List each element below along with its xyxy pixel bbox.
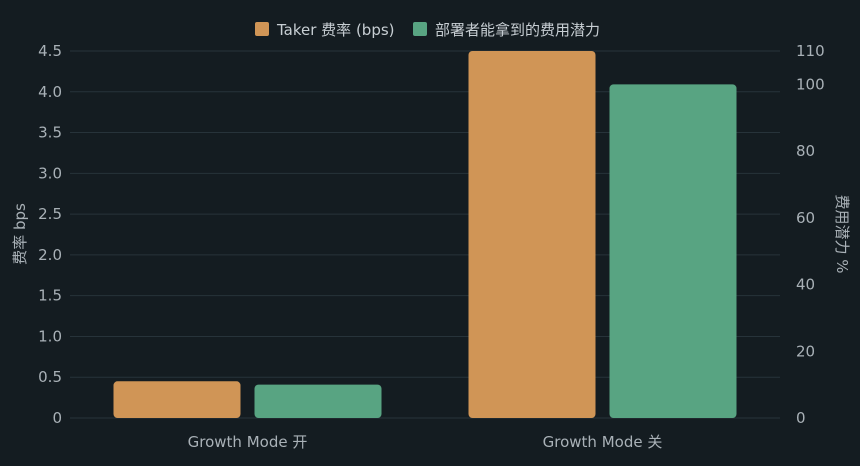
left-tick-label: 3.5 [38,124,62,142]
right-tick-label: 100 [796,75,825,93]
left-tick-label: 1.0 [38,327,62,345]
left-tick-label: 0.5 [38,368,62,386]
left-tick-label: 2.5 [38,205,62,223]
left-tick-label: 4.0 [38,83,62,101]
grid-lines [70,50,780,419]
category-labels: Growth Mode 开 Growth Mode 关 [188,433,663,451]
category-label: Growth Mode 开 [188,433,308,451]
left-axis-title: 费率 bps [11,203,29,265]
bar-taker-fee-1[interactable] [468,51,596,418]
legend: Taker 费率 (bps) 部署者能拿到的费用潜力 [255,21,600,39]
right-tick-label: 20 [796,342,815,360]
right-tick-label: 80 [796,142,815,160]
left-tick-label: 2.0 [38,246,62,264]
left-axis-ticks: 0 0.5 1.0 1.5 2.0 2.5 3.0 3.5 4.0 4.5 [38,42,62,427]
legend-label-fee-potential: 部署者能拿到的费用潜力 [435,21,600,39]
right-axis-title: 费用潜力 % [833,194,851,273]
right-tick-label: 40 [796,276,815,294]
bars [113,51,737,418]
right-tick-label: 0 [796,409,806,427]
left-tick-label: 4.5 [38,42,62,60]
legend-item-taker-fee[interactable]: Taker 费率 (bps) [255,21,395,39]
right-tick-label: 110 [796,42,825,60]
bar-taker-fee-0[interactable] [113,381,241,418]
left-tick-label: 0 [52,409,62,427]
left-tick-label: 3.0 [38,164,62,182]
bar-fee-potential-0[interactable] [254,384,382,418]
right-tick-label: 60 [796,209,815,227]
category-label: Growth Mode 关 [543,433,663,451]
legend-swatch-taker-fee [255,22,269,36]
bar-fee-potential-1[interactable] [609,84,737,418]
left-tick-label: 1.5 [38,287,62,305]
legend-swatch-fee-potential [413,22,427,36]
legend-item-fee-potential[interactable]: 部署者能拿到的费用潜力 [413,21,600,39]
legend-label-taker-fee: Taker 费率 (bps) [276,21,395,39]
right-axis-ticks: 0 20 40 60 80 100 110 [796,42,825,427]
